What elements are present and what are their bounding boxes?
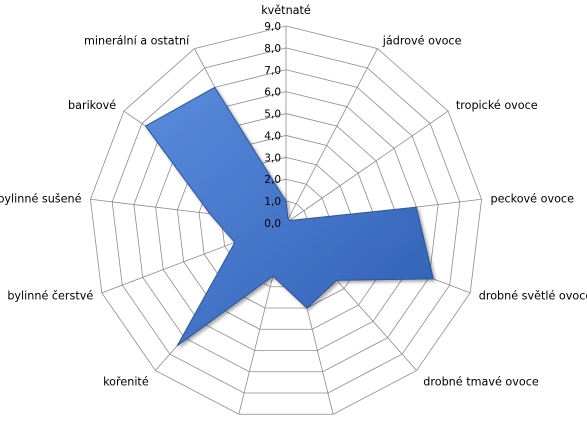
tick-label-1: 1,0 [264, 196, 281, 208]
category-label-4: drobné světlé ovoce [479, 289, 587, 302]
tick-label-2: 2,0 [264, 174, 281, 186]
category-label-1: jádrové ovoce [382, 34, 462, 47]
category-label-8: kořenité [103, 376, 149, 389]
tick-label-0: 0,0 [264, 218, 281, 230]
category-label-2: tropické ovoce [456, 99, 538, 112]
tick-label-8: 8,0 [264, 43, 281, 55]
category-label-3: peckové ovoce [491, 192, 575, 205]
tick-label-4: 4,0 [264, 130, 281, 142]
tick-label-5: 5,0 [264, 109, 281, 121]
category-label-12: minerální a ostatní [84, 34, 190, 47]
tick-label-9: 9,0 [264, 21, 281, 33]
tick-label-3: 3,0 [264, 152, 281, 164]
radial-axis-ticks: 0,0 1,0 2,0 3,0 4,0 5,0 6,0 7,0 8,0 9,0 [264, 21, 281, 230]
tick-label-6: 6,0 [264, 87, 281, 99]
category-label-9: bylinné čerstvé [7, 289, 93, 302]
category-label-11: barikové [68, 99, 116, 112]
grid-spoke-1 [286, 49, 378, 223]
category-labels: květnaté jádrové ovoce tropické ovoce pecko… [0, 4, 587, 421]
category-label-0: květnaté [261, 4, 311, 17]
tick-label-7: 7,0 [264, 65, 281, 77]
category-label-10: bylinné sušené [0, 192, 82, 205]
category-label-5: drobné tmavé ovoce [423, 376, 539, 389]
